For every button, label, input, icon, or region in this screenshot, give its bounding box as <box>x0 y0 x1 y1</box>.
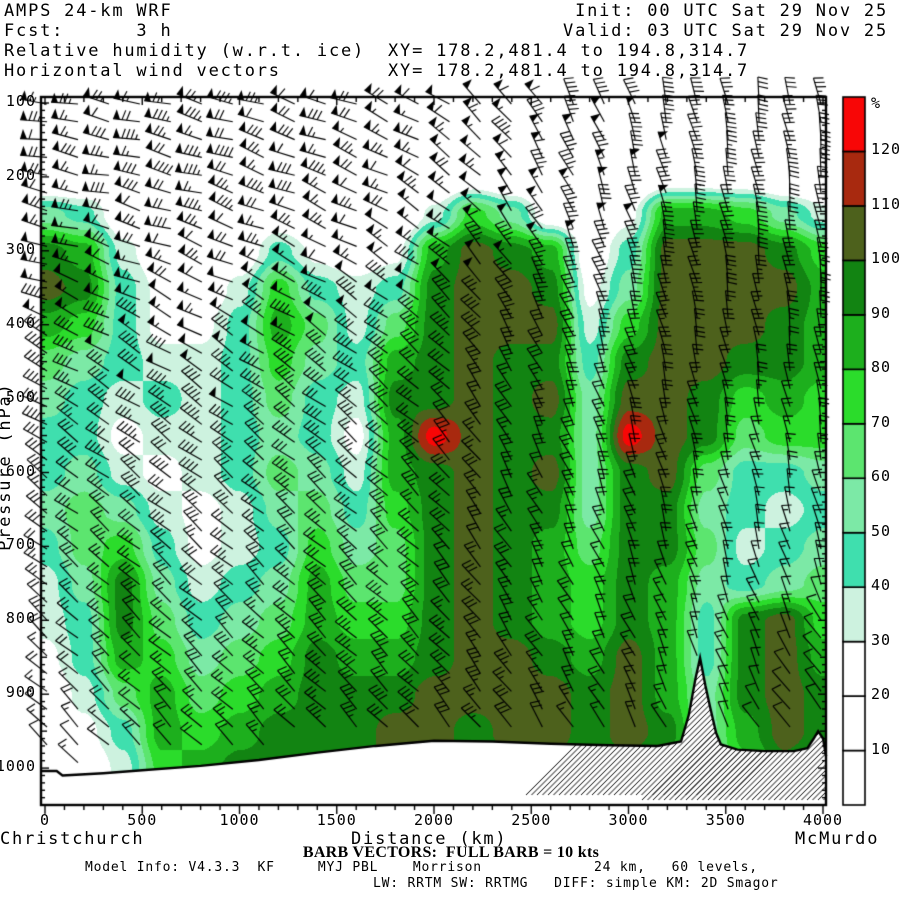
colorbar-tick-label: 90 <box>871 303 892 322</box>
colorbar-tick-label: 30 <box>871 630 892 649</box>
x-tick-label: 1500 <box>316 811 357 829</box>
y-tick-label: 1000 <box>0 757 36 776</box>
xy-range-line2: XY= 178.2,481.4 to 194.8,314.7 <box>388 61 750 81</box>
xy-range-line1: XY= 178.2,481.4 to 194.8,314.7 <box>388 41 750 61</box>
colorbar-tick-label: 10 <box>871 739 892 758</box>
x-axis-title: Distance (km) <box>351 829 508 849</box>
x-tick-label: 2000 <box>413 811 455 829</box>
colorbar-unit-label: % <box>871 94 882 112</box>
x-tick-label: 1000 <box>219 811 260 829</box>
station-label-left: Christchurch <box>0 829 145 849</box>
physics-info-line: LW: RRTM SW: RRTMG DIFF: simple KM: 2D S… <box>373 876 779 891</box>
model-info-line: Model Info: V4.3.3 KF MYJ PBL Morrison 2… <box>85 860 758 875</box>
y-tick-label: 800 <box>5 609 36 628</box>
y-tick-label: 100 <box>5 92 36 110</box>
field-title-line1: Relative humidity (w.r.t. ice) <box>4 41 366 61</box>
colorbar-tick-label: 120 <box>871 140 900 159</box>
barb-vectors-note: BARB VECTORS: FULL BARB = 10 kts <box>302 844 600 861</box>
colorbar-tick-label: 110 <box>871 194 900 213</box>
y-tick-label: 900 <box>5 683 36 702</box>
init-time: Init: 00 UTC Sat 29 Nov 25 <box>575 1 888 21</box>
x-tick-label: 3000 <box>608 811 649 829</box>
y-tick-label: 500 <box>5 387 36 406</box>
colorbar-tick-label: 60 <box>871 467 892 486</box>
colorbar-tick-label: 50 <box>871 521 892 540</box>
x-tick-label: 2500 <box>511 811 552 829</box>
y-tick-label: 300 <box>5 239 36 258</box>
colorbar-tick-label: 20 <box>871 685 892 704</box>
colorbar-tick-label: 80 <box>871 358 892 377</box>
x-tick-label: 500 <box>127 811 158 829</box>
colorbar-tick-label: 70 <box>871 412 892 431</box>
colorbar-tick-label: 100 <box>871 249 900 268</box>
x-tick-label: 0 <box>39 811 51 829</box>
y-tick-label: 700 <box>5 535 36 554</box>
station-label-right: McMurdo <box>795 829 880 849</box>
forecast-hour: Fcst: 3 h <box>4 21 173 41</box>
y-tick-label: 200 <box>5 165 36 184</box>
y-tick-label: 600 <box>5 461 36 480</box>
x-tick-label: 4000 <box>802 811 844 829</box>
x-tick-label: 3500 <box>705 811 746 829</box>
model-title: AMPS 24-km WRF <box>4 1 173 21</box>
field-title-line2: Horizontal wind vectors <box>4 61 281 81</box>
colorbar-tick-label: 40 <box>871 576 892 595</box>
y-tick-label: 400 <box>5 313 36 332</box>
valid-time: Valid: 03 UTC Sat 29 Nov 25 <box>563 21 888 41</box>
